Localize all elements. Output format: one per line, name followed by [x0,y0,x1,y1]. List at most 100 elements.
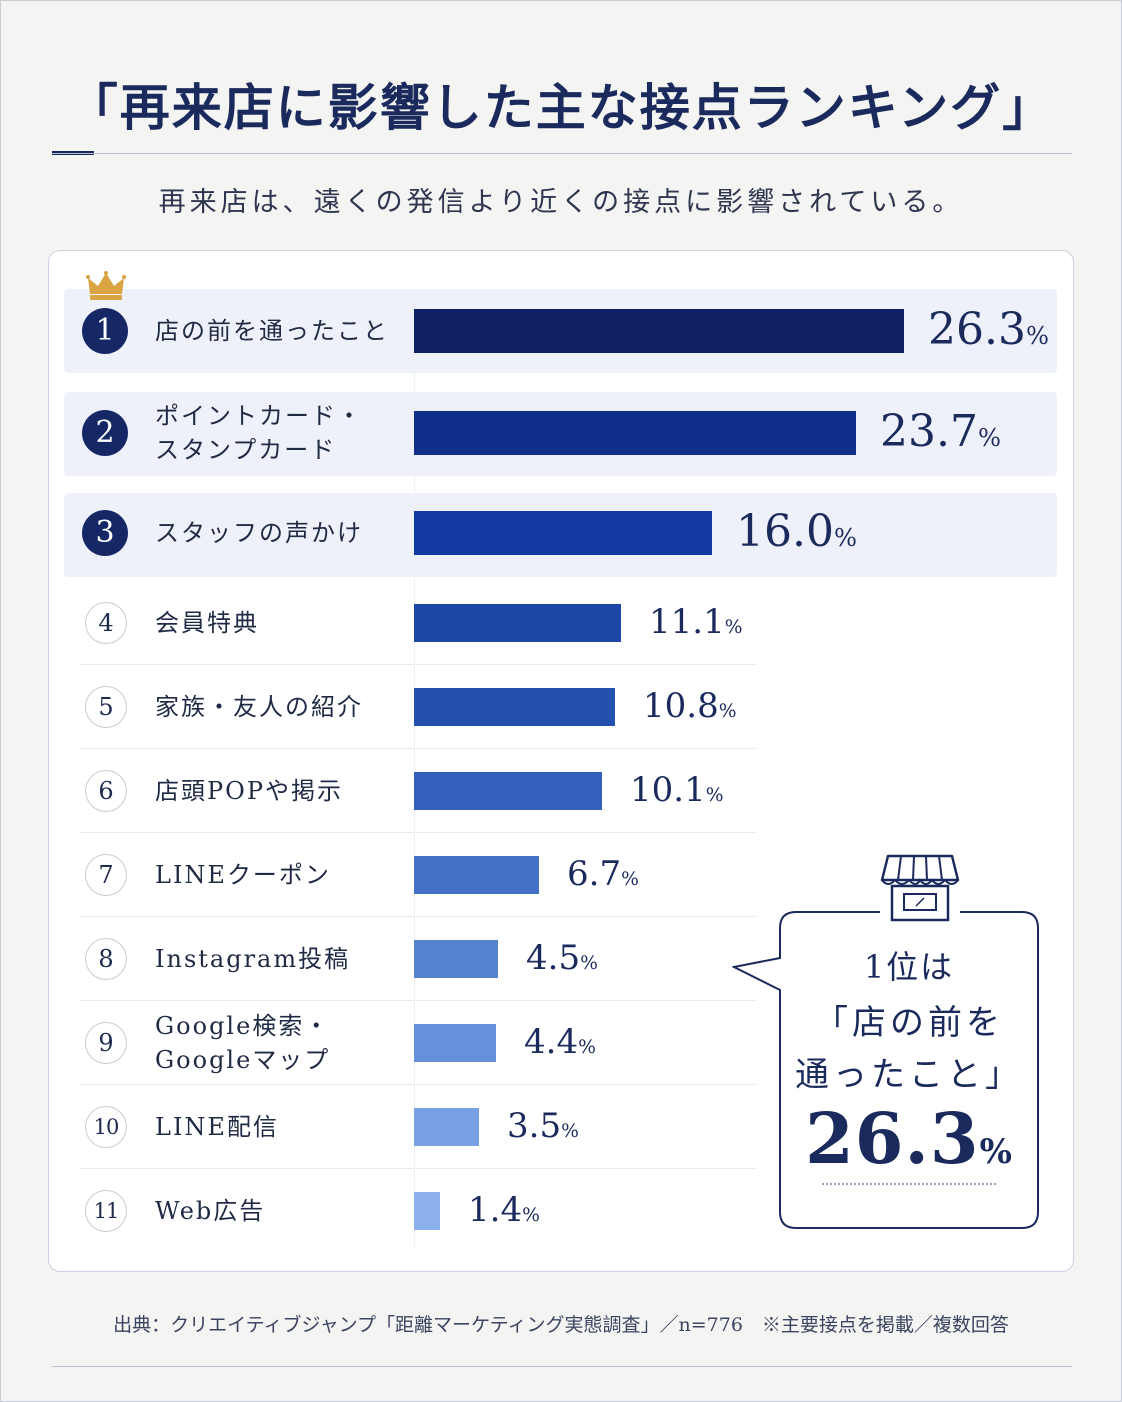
rank-circle-10: 10 [85,1106,127,1148]
bar-6 [414,772,602,810]
category-label-8: Instagram投稿 [155,942,350,976]
value-pct: % [621,868,639,890]
value-label-2: 23.7% [880,406,1001,457]
value-label-6: 10.1% [630,770,723,810]
row-separator-7 [80,916,755,917]
rank-circle-5: 5 [85,686,127,728]
bar-1 [414,309,904,353]
value-pct: % [561,1120,579,1142]
rank-circle-8: 8 [85,938,127,980]
bottom-divider [52,1366,1072,1367]
value-number: 10.8 [643,685,719,726]
bar-baseline [414,290,415,1250]
value-label-10: 3.5% [507,1106,579,1146]
title-divider [52,153,1072,154]
row-separator-10 [80,1168,755,1169]
bar-4 [414,604,621,642]
category-label-line: LINEクーポン [155,861,331,889]
value-number: 23.7 [880,405,978,457]
category-label-4: 会員特典 [155,606,259,640]
rank-circle-11: 11 [85,1190,127,1232]
value-pct: % [977,423,1001,452]
rank-circle-4: 4 [85,602,127,644]
bar-11 [414,1192,440,1230]
value-label-11: 1.4% [468,1190,540,1230]
source-note: 出典：クリエイティブジャンプ「距離マーケティング実態調査」／n=776 ※主要接… [113,1314,1009,1336]
category-label-6: 店頭POPや掲示 [155,774,343,808]
value-label-8: 4.5% [526,938,598,978]
value-pct: % [578,1036,596,1058]
category-label-line: スタンプカード [155,436,337,464]
bar-7 [414,856,539,894]
category-label-11: Web広告 [155,1194,265,1228]
chart-subtitle: 再来店は、遠くの発信より近くの接点に影響されている。 [158,187,964,218]
category-label-line: LINE配信 [155,1113,279,1141]
category-label-line: ポイントカード・ [155,402,363,430]
value-number: 4.5 [526,937,581,978]
callout-dotted-rule [822,1183,996,1185]
shop-icon [880,852,960,922]
rank-circle-6: 6 [85,770,127,812]
row-separator-5 [80,748,755,749]
bar-8 [414,940,498,978]
value-pct: % [705,784,724,806]
value-pct: % [724,616,743,638]
category-label-line: Instagram投稿 [155,945,351,973]
category-label-line: スタッフの声かけ [155,519,363,547]
category-label-line: 会員特典 [155,609,259,637]
callout-box [732,911,1039,1229]
value-number: 3.5 [507,1105,562,1146]
callout-rank-text: 1位は [863,948,955,986]
callout-value-number: 26.3 [805,1097,980,1180]
rank-circle-9: 9 [85,1022,127,1064]
callout-item-line1: 「店の前を [814,1003,1004,1043]
category-label-2: ポイントカード・ スタンプカード [155,399,363,467]
value-number: 11.1 [649,601,725,642]
chart-title: 「再来店に影響した主な接点ランキング」 [67,78,1055,137]
value-number: 26.3 [928,303,1026,355]
value-label-7: 6.7% [567,854,639,894]
value-pct: % [522,1204,540,1226]
value-label-9: 4.4% [524,1022,596,1062]
value-pct: % [1025,321,1049,350]
category-label-line: Web広告 [155,1197,266,1225]
value-pct: % [580,952,598,974]
row-separator-9 [80,1084,755,1085]
category-label-1: 店の前を通ったこと [155,314,389,348]
category-label-line: 店頭POPや掲示 [155,777,343,805]
bar-10 [414,1108,479,1146]
category-label-line: 家族・友人の紹介 [155,693,363,721]
category-label-line: Googleマップ [155,1046,331,1074]
category-label-7: LINEクーポン [155,858,331,892]
value-label-4: 11.1% [649,602,742,642]
crown-icon [86,271,126,300]
category-label-9: Google検索・ Googleマップ [155,1009,330,1077]
category-label-10: LINE配信 [155,1110,279,1144]
row-separator-8 [80,1000,755,1001]
bar-3 [414,511,712,555]
bar-5 [414,688,615,726]
value-pct: % [718,700,737,722]
callout-item-line2: 通ったこと」 [795,1055,1023,1095]
value-number: 16.0 [736,505,834,557]
value-number: 4.4 [524,1021,579,1062]
value-number: 1.4 [468,1189,523,1230]
category-label-5: 家族・友人の紹介 [155,690,363,724]
category-label-line: Google検索・ [155,1012,331,1040]
callout-value-pct: % [979,1132,1013,1172]
value-number: 10.1 [630,769,706,810]
rank-badge-2: 2 [82,410,128,456]
rank-circle-7: 7 [85,854,127,896]
row-separator-4 [80,664,755,665]
bar-9 [414,1024,496,1062]
value-label-3: 16.0% [736,506,857,557]
bar-2 [414,411,856,455]
category-label-line: 店の前を通ったこと [155,317,389,345]
category-label-3: スタッフの声かけ [155,516,363,550]
value-label-5: 10.8% [643,686,736,726]
rank-badge-3: 3 [82,510,128,556]
callout-value: 26.3% [780,1097,1038,1180]
value-pct: % [833,523,857,552]
value-label-1: 26.3% [928,304,1049,355]
rank-badge-1: 1 [82,308,128,354]
